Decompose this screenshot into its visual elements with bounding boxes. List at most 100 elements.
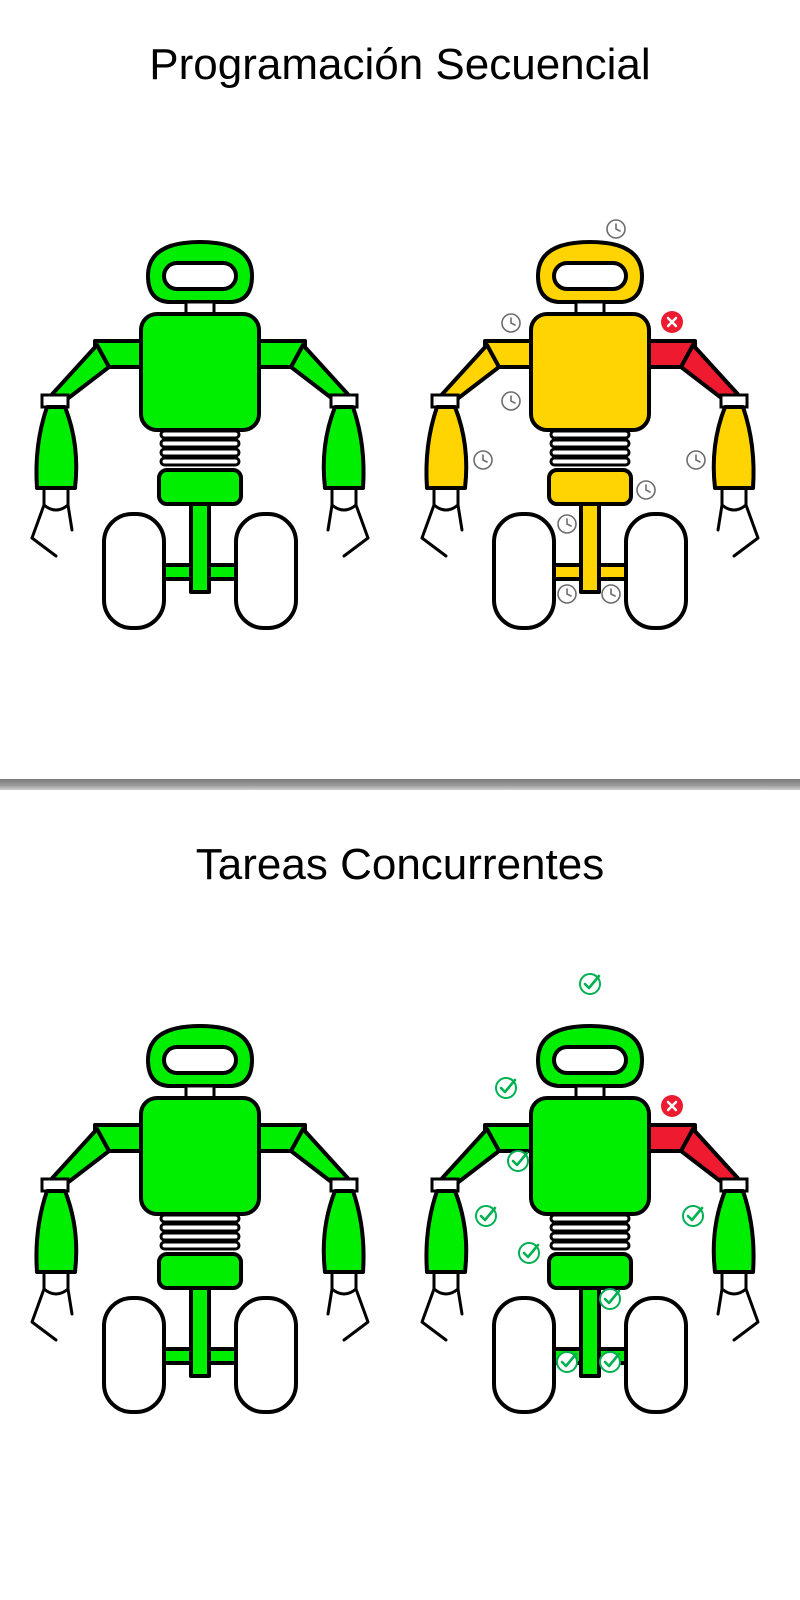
robot-ok bbox=[30, 1024, 370, 1414]
clock-icon bbox=[557, 514, 577, 534]
check-icon bbox=[560, 1352, 578, 1368]
left-forearm bbox=[424, 1189, 469, 1274]
spring-coil bbox=[549, 1222, 631, 1233]
robot-figure bbox=[420, 240, 760, 630]
clock-icon bbox=[501, 313, 521, 333]
spring-coil bbox=[159, 1240, 241, 1251]
spring-coil bbox=[159, 429, 241, 440]
check-icon bbox=[603, 1289, 621, 1305]
robot-torso bbox=[139, 1096, 261, 1216]
check-icon bbox=[599, 1288, 621, 1310]
left-wheel bbox=[492, 1296, 556, 1414]
right-wheel bbox=[624, 512, 688, 630]
spring-coil bbox=[549, 429, 631, 440]
clock-icon bbox=[636, 480, 656, 500]
section-divider bbox=[0, 779, 800, 790]
robot-ok bbox=[30, 240, 370, 630]
robot-torso bbox=[529, 1096, 651, 1216]
right-wheel bbox=[624, 1296, 688, 1414]
check-icon bbox=[583, 974, 601, 990]
check-icon bbox=[603, 1352, 621, 1368]
clock-icon bbox=[615, 223, 621, 232]
spring-coil bbox=[549, 1231, 631, 1242]
clock-icon bbox=[557, 584, 577, 604]
right-gripper-hub bbox=[720, 486, 748, 512]
right-forearm bbox=[321, 405, 366, 490]
left-gripper-claw bbox=[30, 503, 74, 558]
clock-icon bbox=[473, 450, 493, 470]
robot-running bbox=[420, 973, 760, 1414]
spring-coil bbox=[549, 447, 631, 458]
error-x-icon bbox=[666, 1100, 678, 1112]
left-gripper-claw bbox=[420, 503, 464, 558]
robot-torso bbox=[529, 312, 651, 432]
right-gripper-claw bbox=[716, 1287, 760, 1342]
clock-icon bbox=[686, 450, 706, 470]
clock-icon bbox=[606, 219, 626, 239]
check-icon bbox=[507, 1150, 529, 1172]
robot-leg bbox=[189, 502, 211, 594]
check-icon bbox=[579, 973, 601, 995]
error-x-icon bbox=[666, 316, 678, 328]
right-forearm bbox=[711, 405, 756, 490]
clock-icon bbox=[695, 454, 701, 463]
robot-figure bbox=[30, 1024, 370, 1414]
clock-icon bbox=[601, 584, 621, 604]
left-gripper-hub bbox=[432, 1270, 460, 1296]
spring-coil bbox=[159, 1231, 241, 1242]
check-icon bbox=[556, 1351, 578, 1373]
panel-title: Programación Secuencial bbox=[149, 40, 651, 89]
left-gripper-hub bbox=[42, 486, 70, 512]
left-wheel bbox=[492, 512, 556, 630]
left-wheel bbox=[102, 1296, 166, 1414]
spring-coil bbox=[549, 1213, 631, 1224]
spring-coil bbox=[159, 456, 241, 467]
right-gripper-claw bbox=[326, 1287, 370, 1342]
left-forearm bbox=[424, 405, 469, 490]
clock-icon bbox=[566, 588, 572, 597]
panel-title: Tareas Concurrentes bbox=[195, 840, 605, 889]
check-icon bbox=[499, 1078, 517, 1094]
spring-coil bbox=[159, 1213, 241, 1224]
check-icon bbox=[682, 1205, 704, 1227]
spring-coil bbox=[549, 456, 631, 467]
robot-torso bbox=[139, 312, 261, 432]
robot-hip bbox=[157, 468, 243, 506]
left-wheel bbox=[102, 512, 166, 630]
right-forearm bbox=[711, 1189, 756, 1274]
check-icon bbox=[479, 1206, 497, 1222]
right-gripper-claw bbox=[326, 503, 370, 558]
clock-icon bbox=[610, 588, 616, 597]
left-forearm bbox=[34, 405, 79, 490]
robot-layer bbox=[30, 240, 370, 630]
robot-leg bbox=[189, 1286, 211, 1378]
check-icon bbox=[511, 1151, 529, 1167]
robot-hip bbox=[547, 468, 633, 506]
check-icon bbox=[475, 1205, 497, 1227]
robot-layer bbox=[30, 1024, 370, 1414]
right-forearm bbox=[321, 1189, 366, 1274]
left-gripper-hub bbox=[42, 1270, 70, 1296]
right-wheel bbox=[234, 512, 298, 630]
spring-coil bbox=[549, 438, 631, 449]
robot-visor bbox=[552, 261, 628, 291]
error-x-icon bbox=[661, 1095, 683, 1117]
clock-icon bbox=[566, 518, 572, 527]
check-icon bbox=[518, 1242, 540, 1264]
left-forearm bbox=[34, 1189, 79, 1274]
right-gripper-claw bbox=[716, 503, 760, 558]
panel-concurrent: Tareas Concurrentes bbox=[0, 800, 800, 1590]
right-wheel bbox=[234, 1296, 298, 1414]
robot-hip bbox=[547, 1252, 633, 1290]
clock-icon bbox=[510, 317, 516, 326]
left-gripper-claw bbox=[420, 1287, 464, 1342]
robot-figure bbox=[30, 240, 370, 630]
robot-hip bbox=[157, 1252, 243, 1290]
clock-icon bbox=[501, 391, 521, 411]
spring-coil bbox=[159, 438, 241, 449]
clock-icon bbox=[482, 454, 488, 463]
robot-layer bbox=[420, 219, 760, 630]
spring-coil bbox=[159, 1222, 241, 1233]
robot-leg bbox=[579, 502, 601, 594]
spring-coil bbox=[159, 447, 241, 458]
